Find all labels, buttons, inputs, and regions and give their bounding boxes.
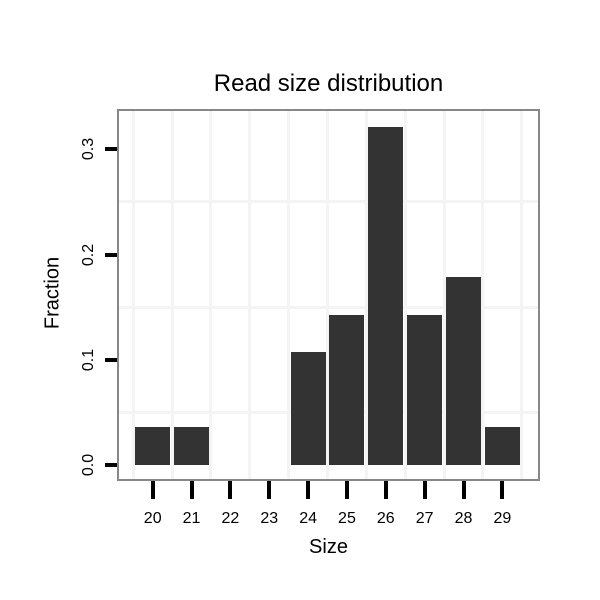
bar-20 — [135, 427, 171, 465]
x-tick — [267, 481, 272, 499]
y-tick — [105, 357, 117, 362]
x-axis-title: Size — [309, 536, 348, 558]
bar-27 — [407, 314, 443, 465]
x-tick-label: 20 — [143, 510, 162, 527]
x-tick — [383, 481, 388, 499]
minor-gridline-vertical — [131, 111, 135, 479]
minor-gridline-vertical — [364, 111, 368, 479]
x-tick-label: 29 — [493, 510, 512, 527]
bar-29 — [484, 427, 520, 465]
x-tick-label: 28 — [454, 510, 473, 527]
minor-gridline-vertical — [520, 111, 524, 479]
x-tick — [344, 481, 349, 499]
bar-24 — [290, 352, 326, 465]
minor-gridline-vertical — [326, 111, 330, 479]
y-tick-label: 0.1 — [80, 348, 97, 371]
y-tick — [105, 147, 117, 152]
x-tick — [189, 481, 194, 499]
x-tick-label: 21 — [182, 510, 201, 527]
minor-gridline-vertical — [481, 111, 485, 479]
y-tick-label: 0.3 — [80, 138, 97, 161]
minor-gridline-vertical — [248, 111, 252, 479]
minor-gridline-horizontal — [119, 410, 538, 414]
minor-gridline-vertical — [170, 111, 174, 479]
bar-28 — [446, 276, 481, 465]
x-tick — [461, 481, 466, 499]
y-tick — [105, 252, 117, 257]
minor-gridline-horizontal — [119, 200, 538, 204]
x-tick — [228, 481, 233, 499]
x-tick-label: 22 — [221, 510, 240, 527]
x-tick — [500, 481, 505, 499]
minor-gridline-vertical — [209, 111, 213, 479]
y-tick — [105, 462, 117, 467]
minor-gridline-horizontal — [119, 305, 538, 309]
x-tick-label: 23 — [260, 510, 279, 527]
x-tick — [306, 481, 311, 499]
minor-gridline-vertical — [442, 111, 446, 479]
x-tick — [422, 481, 427, 499]
bar-21 — [174, 427, 210, 465]
plot-panel — [117, 109, 540, 481]
x-tick-label: 25 — [338, 510, 356, 527]
y-axis-title: Fraction — [41, 256, 64, 330]
x-tick-label: 27 — [415, 510, 434, 527]
y-tick-label: 0.0 — [80, 453, 97, 476]
minor-gridline-vertical — [287, 111, 291, 479]
x-tick-label: 26 — [376, 510, 395, 527]
y-tick-label: 0.2 — [80, 243, 97, 266]
bar-25 — [329, 314, 365, 465]
x-tick — [150, 481, 155, 499]
bar-26 — [368, 126, 404, 465]
x-tick-label: 24 — [299, 510, 317, 527]
chart-title: Read size distribution — [213, 70, 444, 97]
minor-gridline-vertical — [403, 111, 407, 479]
